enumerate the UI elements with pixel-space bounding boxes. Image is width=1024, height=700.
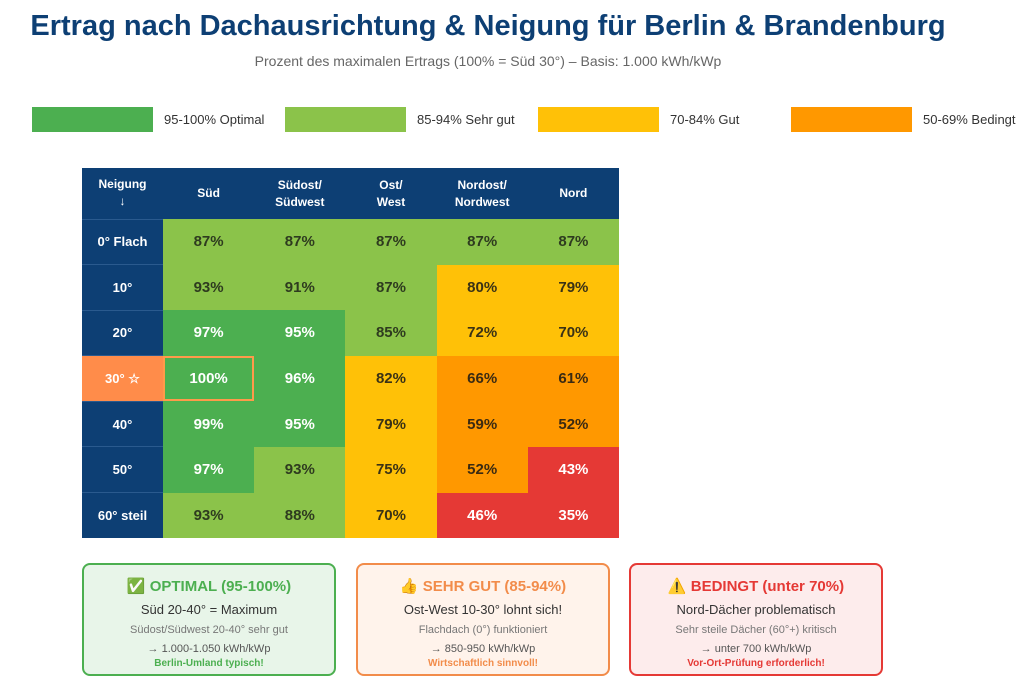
corner-header: Neigung ↓	[82, 168, 163, 219]
heatmap-cell: 59%	[436, 401, 528, 447]
table-row: 20° 97% 95% 85% 72% 70%	[82, 309, 619, 356]
table-row: 0° Flach 87% 87% 87% 87% 87%	[82, 218, 619, 265]
corner-label: Neigung ↓	[98, 177, 147, 209]
row-header: 50°	[82, 446, 163, 493]
heatmap-cell: 87%	[527, 219, 619, 265]
table-row: 60° steil 93% 88% 70% 46% 35%	[82, 492, 619, 539]
card-bedingt: ⚠️ BEDINGT (unter 70%) Nord-Dächer probl…	[629, 563, 883, 676]
card-line: Nord-Dächer problematisch	[676, 602, 836, 617]
column-label: Süd	[197, 186, 220, 201]
legend-swatch	[538, 107, 659, 132]
heatmap-cell: 72%	[436, 310, 528, 356]
heatmap-cell: 96%	[254, 355, 346, 402]
row-header: 40°	[82, 400, 163, 447]
legend-item-sehr-gut: 85-94% Sehr gut	[285, 107, 515, 132]
heatmap-cell: 87%	[345, 264, 437, 311]
card-line: Südost/Südwest 20-40° sehr gut	[130, 624, 288, 636]
heatmap-cell: 95%	[254, 401, 346, 447]
heatmap-cell: 35%	[527, 492, 619, 539]
column-header: Ost/West	[345, 168, 437, 219]
heatmap-cell: 66%	[436, 355, 528, 402]
heatmap-cell: 87%	[436, 219, 528, 265]
page-subtitle: Prozent des maximalen Ertrags (100% = Sü…	[254, 53, 722, 69]
card-line: Sehr steile Dächer (60°+) kritisch	[675, 624, 837, 636]
heatmap-cell: 95%	[254, 310, 346, 356]
row-header: 0° Flach	[82, 218, 163, 265]
legend-swatch	[32, 107, 153, 132]
legend-label: 70-84% Gut	[670, 112, 740, 127]
heatmap-cell: 70%	[527, 310, 619, 356]
card-note: Wirtschaftlich sinnvoll!	[428, 658, 538, 669]
column-header: Süd	[163, 168, 255, 219]
legend-label: 85-94% Sehr gut	[417, 112, 515, 127]
heatmap-cell: 99%	[163, 401, 255, 447]
card-title: 👍 SEHR GUT (85-94%)	[399, 578, 567, 595]
column-label: Nord	[559, 186, 588, 201]
heatmap-cell: 97%	[163, 310, 255, 356]
legend-swatch	[791, 107, 912, 132]
card-note: Berlin-Umland typisch!	[154, 658, 264, 669]
row-header: 20°	[82, 309, 163, 356]
heatmap-cell: 93%	[254, 446, 346, 493]
heatmap-cell: 100%	[163, 355, 255, 402]
column-header: Südost/Südwest	[254, 168, 346, 219]
heatmap-cell: 52%	[527, 401, 619, 447]
card-line: Ost-West 10-30° lohnt sich!	[403, 602, 563, 617]
column-header: Nord	[527, 168, 619, 219]
header-row: Neigung ↓ Süd Südost/Südwest Ost/West Nordost…	[82, 168, 619, 219]
legend-label: 50-69% Bedingt	[923, 112, 1016, 127]
column-label: Ost/West	[376, 177, 406, 209]
heatmap-cell: 79%	[527, 264, 619, 311]
legend-swatch	[285, 107, 406, 132]
legend-item-optimal: 95-100% Optimal	[32, 107, 264, 132]
page-title: Ertrag nach Dachausrichtung & Neigung fü…	[30, 10, 946, 42]
heatmap-cell: 82%	[345, 355, 437, 402]
row-header: 30° ☆	[82, 355, 163, 402]
legend-item-gut: 70-84% Gut	[538, 107, 739, 132]
heatmap-cell: 91%	[254, 264, 346, 311]
card-title: ⚠️ BEDINGT (unter 70%)	[667, 578, 845, 595]
column-label: Nordost/Nordwest	[454, 177, 510, 209]
heatmap-cell: 87%	[254, 219, 346, 265]
heatmap-cell: 46%	[436, 492, 528, 539]
heatmap-cell: 79%	[345, 401, 437, 447]
heatmap-cell: 80%	[436, 264, 528, 311]
heatmap-cell: 61%	[527, 355, 619, 402]
heatmap-cell: 87%	[345, 219, 437, 265]
table-row: 10° 93% 91% 87% 80% 79%	[82, 264, 619, 311]
legend-item-bedingt: 50-69% Bedingt	[791, 107, 1016, 132]
card-line: Flachdach (0°) funktioniert	[418, 624, 548, 636]
heatmap-cell: 75%	[345, 446, 437, 493]
column-label: Südost/Südwest	[275, 177, 325, 209]
row-header: 60° steil	[82, 492, 163, 539]
heatmap-cell: 52%	[436, 446, 528, 493]
card-line: → unter 700 kWh/kWp	[700, 643, 812, 655]
column-header: Nordost/Nordwest	[436, 168, 528, 219]
heatmap-cell: 93%	[163, 264, 255, 311]
yield-heatmap: Neigung ↓ Süd Südost/Südwest Ost/West Nordost…	[82, 168, 619, 539]
card-line: → 850-950 kWh/kWp	[430, 643, 536, 655]
row-header: 10°	[82, 264, 163, 311]
heatmap-cell: 70%	[345, 492, 437, 539]
legend-label: 95-100% Optimal	[164, 112, 265, 127]
card-optimal: ✅ OPTIMAL (95-100%) Süd 20-40° = Maximum…	[82, 563, 336, 676]
heatmap-cell: 43%	[527, 446, 619, 493]
card-title: ✅ OPTIMAL (95-100%)	[126, 578, 292, 595]
heatmap-cell: 85%	[345, 310, 437, 356]
heatmap-cell: 87%	[163, 219, 255, 265]
table-row: 30° ☆ 100% 96% 82% 66% 61%	[82, 355, 619, 402]
table-row: 50° 97% 93% 75% 52% 43%	[82, 446, 619, 493]
card-note: Vor-Ort-Prüfung erforderlich!	[687, 658, 825, 669]
card-line: Süd 20-40° = Maximum	[140, 602, 278, 617]
heatmap-cell: 97%	[163, 446, 255, 493]
heatmap-cell: 93%	[163, 492, 255, 539]
card-line: → 1.000-1.050 kWh/kWp	[147, 643, 271, 655]
card-sehr-gut: 👍 SEHR GUT (85-94%) Ost-West 10-30° lohn…	[356, 563, 610, 676]
heatmap-cell: 88%	[254, 492, 346, 539]
table-row: 40° 99% 95% 79% 59% 52%	[82, 400, 619, 447]
